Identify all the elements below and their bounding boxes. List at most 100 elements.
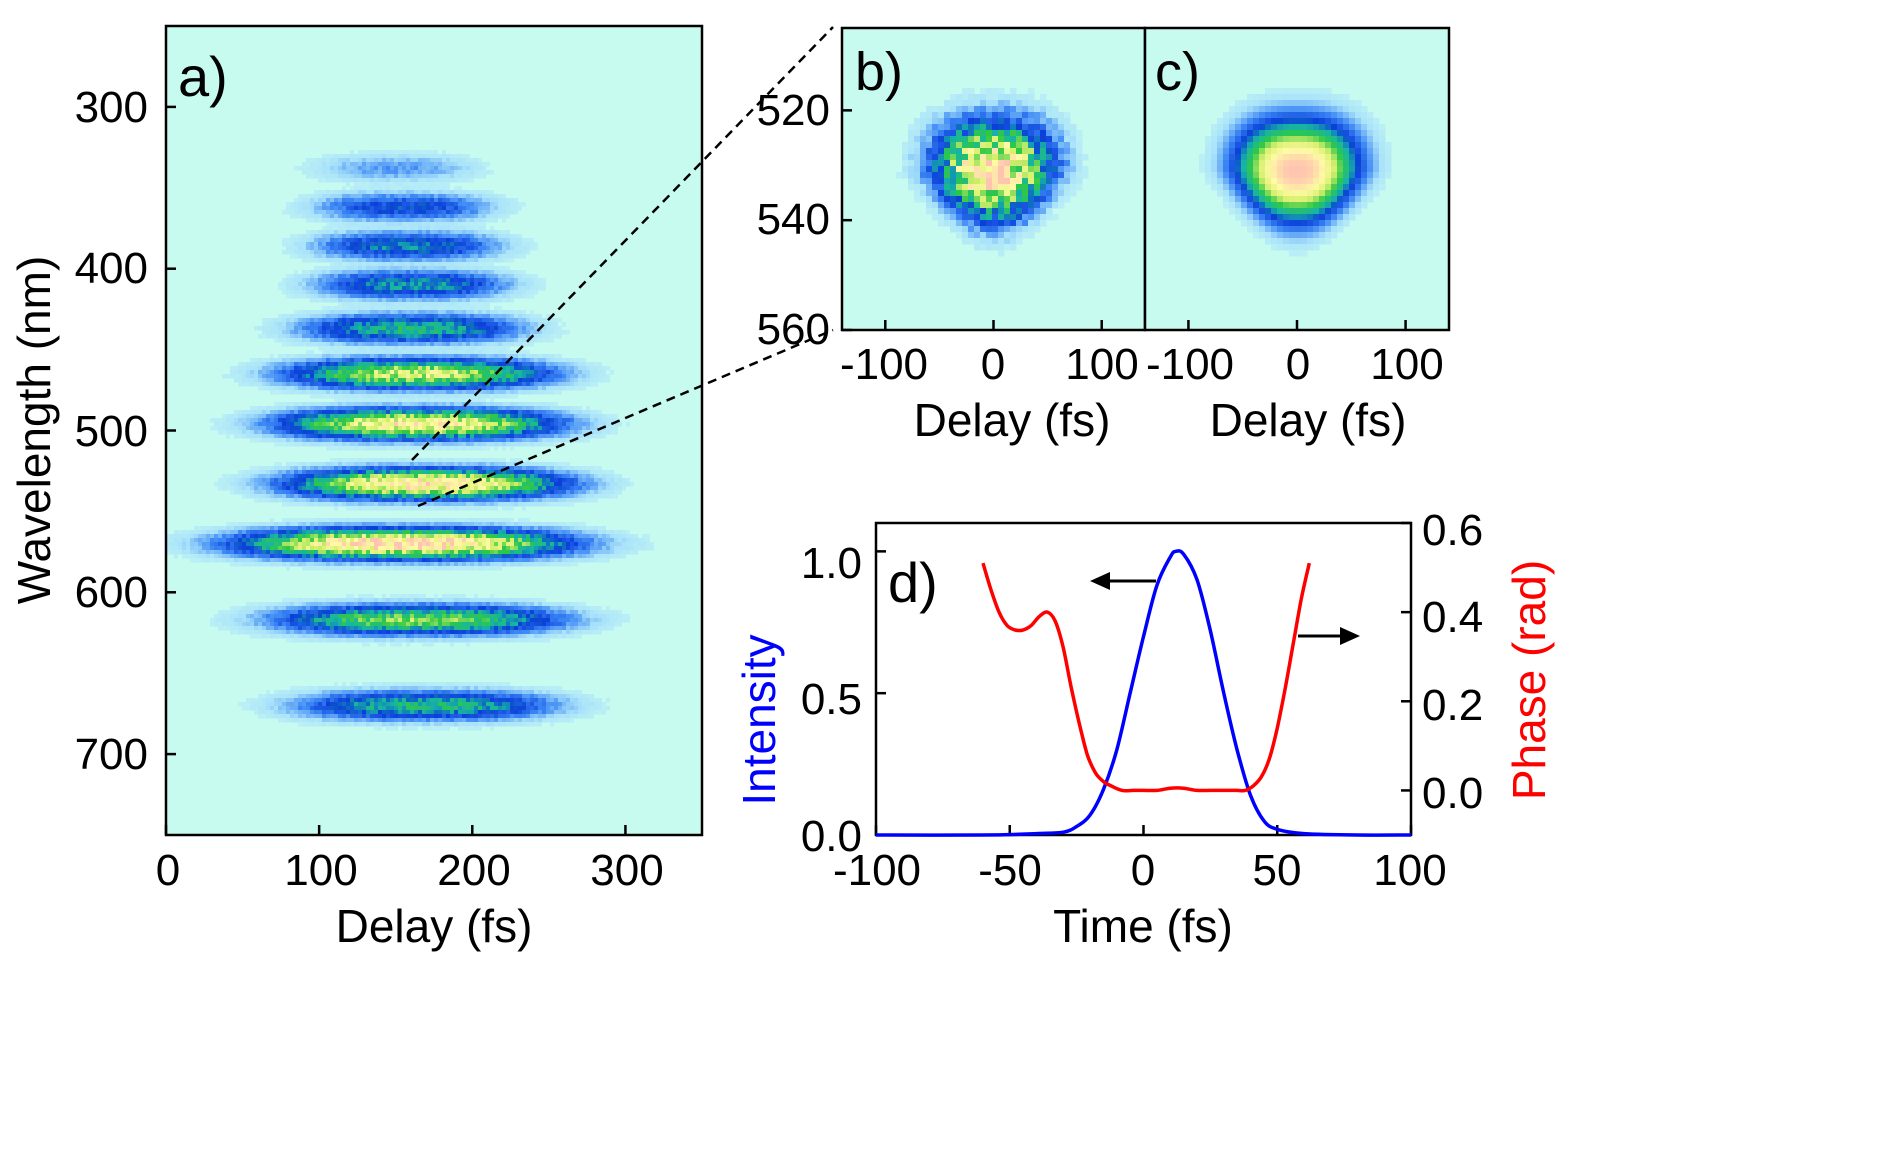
heatmap-a-cell	[510, 314, 514, 319]
heatmap-a-cell	[510, 326, 514, 331]
heatmap-a-cell	[430, 426, 434, 431]
heatmap-a-cell	[366, 286, 370, 291]
heatmap-a-cell	[514, 370, 518, 375]
heatmap-a-cell	[514, 286, 518, 291]
heatmap-a-cell	[506, 310, 510, 315]
heatmap-a-cell	[454, 446, 458, 451]
heatmap-a-cell	[418, 302, 422, 307]
heatmap-a-cell	[298, 390, 302, 395]
heatmap-a-cell	[514, 350, 518, 355]
heatmap-a-cell	[310, 234, 314, 239]
heatmap-a-cell	[390, 306, 394, 311]
heatmap-a-cell	[290, 330, 294, 335]
heatmap-a-cell	[414, 322, 418, 327]
heatmap-a-cell	[518, 238, 522, 243]
heatmap-a-cell	[502, 194, 506, 199]
heatmap-a-cell	[294, 382, 298, 387]
heatmap-a-cell	[262, 318, 270, 323]
heatmap-a-cell	[402, 422, 406, 427]
heatmap-a-cell	[502, 418, 506, 423]
heatmap-a-cell	[446, 378, 450, 383]
heatmap-a-cell	[314, 386, 318, 391]
heatmap-a-cell	[574, 418, 578, 423]
heatmap-a-cell	[322, 382, 326, 387]
heatmap-a-cell	[446, 446, 450, 451]
heatmap-a-cell	[454, 462, 458, 467]
heatmap-a-cell	[442, 286, 446, 291]
heatmap-a-cell	[434, 170, 438, 175]
heatmap-a-cell	[446, 434, 450, 439]
heatmap-a-cell	[306, 174, 314, 179]
heatmap-a-cell	[438, 354, 442, 359]
heatmap-a-cell	[410, 218, 414, 223]
heatmap-a-cell	[262, 358, 266, 363]
heatmap-a-cell	[398, 470, 402, 475]
heatmap-a-cell	[334, 298, 338, 303]
heatmap-a-cell	[458, 394, 462, 399]
heatmap-a-cell	[430, 206, 434, 211]
heatmap-a-cell	[374, 362, 378, 367]
heatmap-a-cell	[322, 338, 326, 343]
heatmap-a-cell	[326, 366, 330, 371]
heatmap-a-cell	[430, 366, 434, 371]
heatmap-a-cell	[466, 342, 470, 347]
heatmap-a-cell	[598, 410, 602, 415]
heatmap-a-cell	[314, 270, 318, 275]
heatmap-a-cell	[386, 222, 390, 227]
heatmap-a-cell	[594, 466, 598, 471]
heatmap-a-cell	[338, 390, 342, 395]
heatmap-a-cell	[362, 194, 366, 199]
heatmap-a-cell	[414, 358, 418, 363]
heatmap-a-cell	[390, 266, 394, 271]
heatmap-a-cell	[266, 434, 270, 439]
heatmap-a-cell	[402, 326, 406, 331]
heatmap-a-cell	[490, 378, 494, 383]
heatmap-a-cell	[286, 286, 290, 291]
heatmap-a-cell	[466, 302, 470, 307]
heatmap-a-cell	[454, 230, 462, 235]
heatmap-a-cell	[494, 418, 498, 423]
heatmap-a-cell	[318, 158, 322, 163]
heatmap-a-cell	[322, 394, 326, 399]
heatmap-a-cell	[418, 270, 426, 275]
heatmap-a-cell	[538, 406, 542, 411]
heatmap-a-cell	[554, 374, 558, 379]
heatmap-a-cell	[570, 362, 574, 367]
heatmap-a-cell	[382, 182, 386, 187]
heatmap-a-cell	[462, 302, 466, 307]
heatmap-a-cell	[394, 346, 398, 351]
heatmap-a-cell	[434, 318, 438, 323]
heatmap-a-cell	[338, 358, 342, 363]
heatmap-a-cell	[370, 158, 374, 163]
heatmap-a-cell	[382, 166, 386, 171]
heatmap-a-cell	[434, 366, 438, 371]
heatmap-a-cell	[418, 326, 422, 331]
heatmap-a-cell	[494, 350, 498, 355]
heatmap-a-cell	[330, 470, 334, 475]
heatmap-a-cell	[418, 210, 422, 215]
heatmap-a-cell	[394, 462, 398, 467]
heatmap-a-cell	[226, 418, 230, 423]
heatmap-a-row	[306, 174, 486, 179]
heatmap-a-cell	[450, 318, 454, 323]
heatmap-a-cell	[570, 386, 574, 391]
heatmap-a-cell	[454, 422, 458, 427]
heatmap-a-cell	[298, 250, 302, 255]
heatmap-a-cell	[398, 194, 402, 199]
heatmap-a-cell	[490, 194, 494, 199]
heatmap-a-cell	[506, 418, 510, 423]
heatmap-a-cell	[362, 154, 366, 159]
heatmap-a-cell	[226, 430, 230, 435]
heatmap-a-cell	[502, 438, 506, 443]
heatmap-a-cell	[490, 458, 494, 463]
heatmap-a-cell	[390, 158, 394, 163]
heatmap-a-cell	[386, 334, 390, 339]
heatmap-a-cell	[414, 382, 418, 387]
heatmap-a-cell	[310, 414, 314, 419]
heatmap-a-cell	[458, 226, 466, 231]
heatmap-a-cell	[278, 362, 282, 367]
heatmap-a-cell	[482, 258, 486, 263]
heatmap-a-cell	[334, 154, 338, 159]
heatmap-a-cell	[318, 466, 322, 471]
heatmap-a-cell	[330, 434, 334, 439]
